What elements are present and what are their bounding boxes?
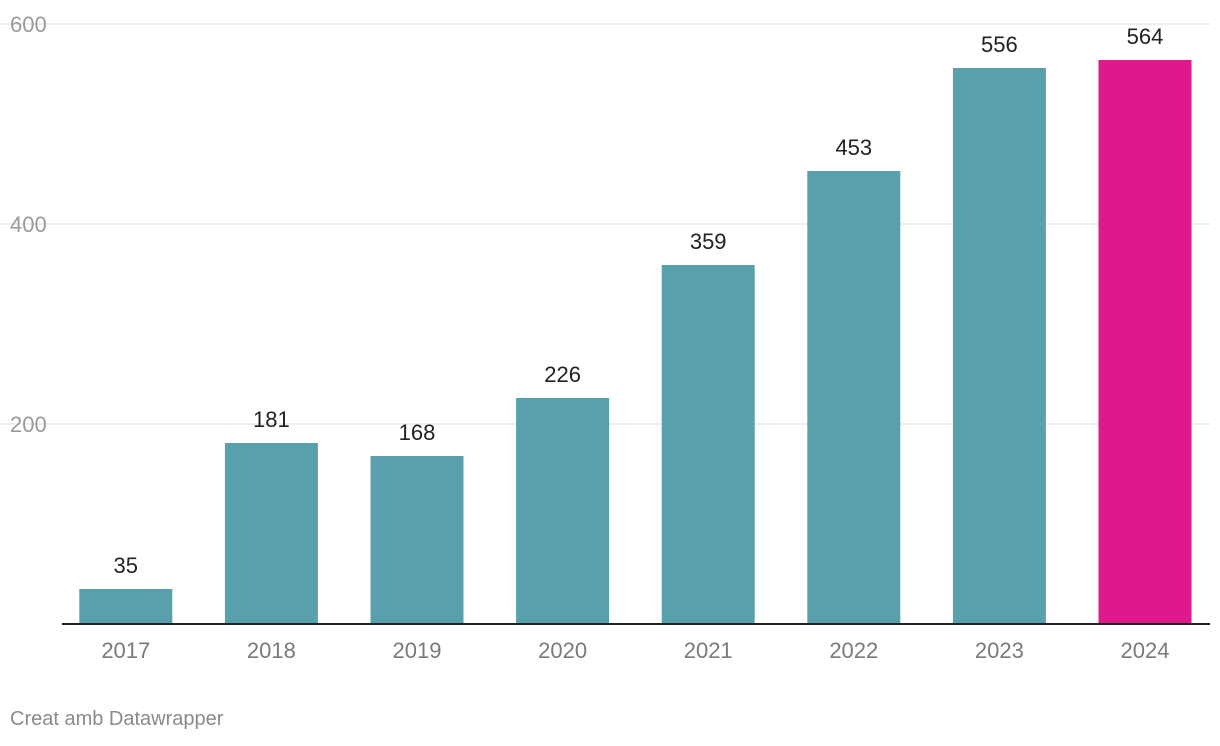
bars [79, 60, 1192, 624]
x-tick-label-2024: 2024 [1121, 638, 1170, 663]
bar-value-label-2022: 453 [835, 135, 872, 160]
bar-value-label-2020: 226 [544, 362, 581, 387]
x-tick-label-2021: 2021 [684, 638, 733, 663]
y-tick-label-600: 600 [10, 12, 47, 37]
x-axis: 2017 2018 2019 2020 2021 2022 2023 2024 [62, 623, 1210, 663]
bar-value-label-2019: 168 [399, 420, 436, 445]
bar-2023 [952, 68, 1046, 624]
bar-2022 [807, 171, 901, 624]
x-tick-label-2017: 2017 [101, 638, 150, 663]
y-tick-label-200: 200 [10, 412, 47, 437]
x-tick-label-2023: 2023 [975, 638, 1024, 663]
bar-2017 [79, 589, 173, 624]
bar-value-label-2021: 359 [690, 229, 727, 254]
y-tick-label-400: 400 [10, 212, 47, 237]
x-tick-label-2022: 2022 [829, 638, 878, 663]
x-tick-label-2018: 2018 [247, 638, 296, 663]
chart-credit: Creat amb Datawrapper [10, 708, 224, 730]
bar-2021 [661, 265, 755, 624]
bar-value-label-2024: 564 [1127, 24, 1164, 49]
bar-2019 [370, 456, 464, 624]
x-tick-label-2020: 2020 [538, 638, 587, 663]
bar-value-label-2017: 35 [114, 553, 138, 578]
bar-2018 [224, 443, 318, 624]
bar-value-labels: 35 181 168 226 359 453 556 564 [114, 24, 1164, 578]
bar-2020 [516, 398, 610, 624]
x-tick-label-2019: 2019 [393, 638, 442, 663]
bar-2024 [1098, 60, 1192, 624]
bar-value-label-2018: 181 [253, 407, 290, 432]
bar-value-label-2023: 556 [981, 32, 1018, 57]
